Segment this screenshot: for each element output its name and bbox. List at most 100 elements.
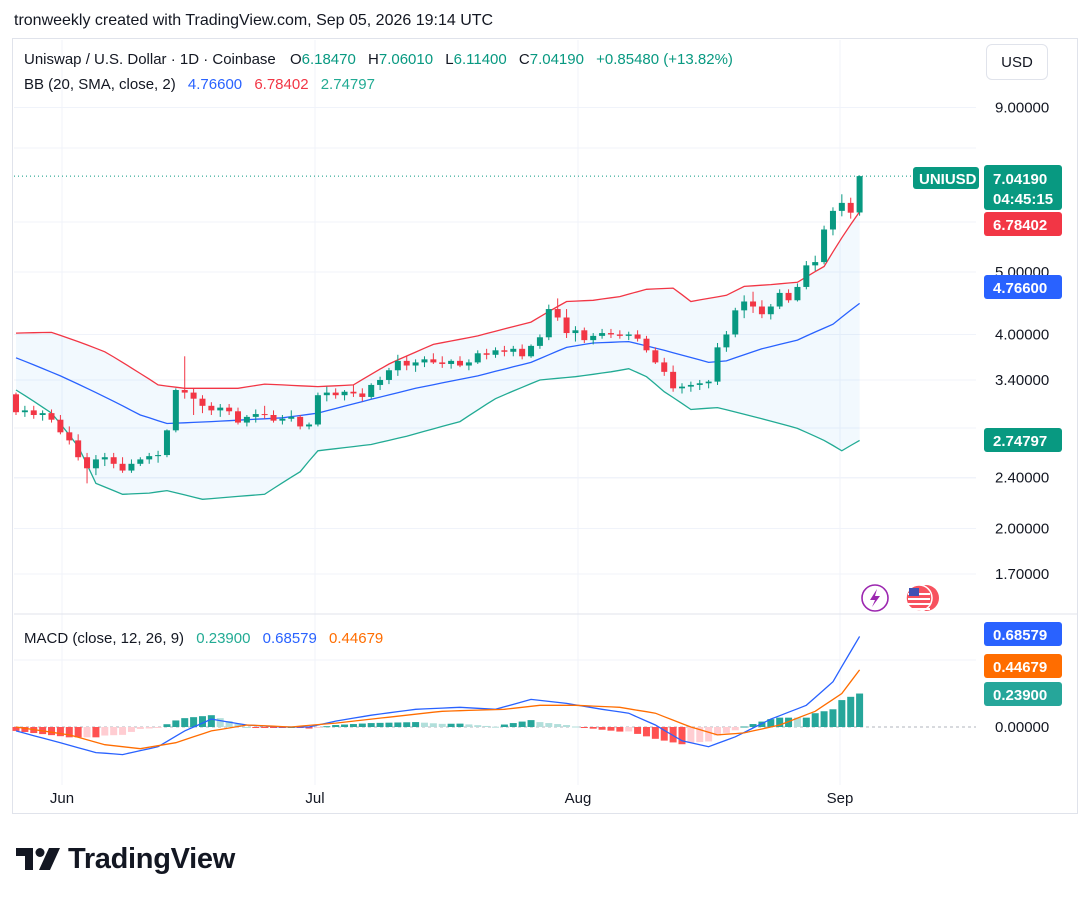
bb-legend: BB (20, SMA, close, 2) 4.76600 6.78402 2… — [24, 76, 375, 93]
candle-body — [394, 360, 401, 371]
tradingview-logo-icon — [16, 848, 60, 870]
candle-body — [323, 392, 330, 396]
candle-body — [652, 350, 659, 363]
flag-stripe — [908, 608, 930, 610]
flag-canton — [909, 588, 919, 596]
macd-hist-bar — [252, 727, 260, 728]
candle-body — [252, 414, 259, 417]
macd-hist-bar — [536, 722, 544, 727]
close-value: 7.04190 — [529, 51, 584, 68]
macd-hist-bar — [332, 725, 340, 727]
candle-body — [412, 362, 419, 366]
candle-body — [483, 353, 490, 355]
countdown-text: 04:45:15 — [993, 191, 1053, 208]
candle-body — [794, 286, 801, 301]
macd-hist-bar — [616, 727, 624, 732]
macd-hist-bar — [438, 723, 446, 727]
macd-hist-bar — [563, 725, 571, 727]
high-label: H — [368, 51, 379, 68]
macd-signal-value: 0.44679 — [329, 630, 384, 647]
candle-body — [581, 330, 588, 341]
macd-hist-bar — [829, 709, 837, 727]
macd-hist-bar — [216, 718, 224, 727]
candle-body — [829, 210, 836, 230]
time-tick-label: Aug — [565, 790, 592, 807]
macd-hist-bar — [367, 723, 375, 727]
macd-hist-bar — [500, 724, 508, 727]
candle-body — [776, 292, 783, 307]
candle-body — [377, 379, 384, 385]
price-tick-label: 2.00000 — [995, 521, 1049, 538]
macd-hist-bar — [447, 723, 455, 727]
macd-hist-bar — [811, 713, 819, 727]
candle-body — [190, 392, 197, 399]
candle-body — [350, 391, 357, 394]
us-flag-icon[interactable] — [905, 584, 939, 612]
last-price-text: 7.04190 — [993, 171, 1047, 188]
candle-body — [643, 338, 650, 351]
macd-hist-bar — [696, 727, 704, 743]
candle-body — [128, 463, 135, 471]
macd-hist-bar — [145, 727, 153, 729]
candle-body — [519, 348, 526, 357]
macd-hist-bar — [580, 727, 588, 728]
candle-body — [243, 416, 250, 423]
price-tick-label: 1.70000 — [995, 566, 1049, 583]
macd-hist-bar — [270, 727, 278, 728]
tradingview-logo[interactable]: TradingView — [16, 842, 235, 876]
time-tick-label: Sep — [827, 790, 854, 807]
last-price-tag-bg — [984, 165, 1062, 210]
candle-body — [625, 334, 632, 336]
candle-body — [758, 306, 765, 315]
bb-band-fill — [16, 211, 860, 500]
macd-hist-bar — [802, 717, 810, 727]
macd-hist-bar — [483, 725, 491, 727]
macd-hist-bar — [92, 727, 100, 738]
candle-body — [119, 463, 126, 471]
macd-hist-bar — [207, 715, 215, 727]
macd-hist-bar — [385, 722, 393, 727]
candle-body — [696, 383, 703, 385]
candle-body — [838, 202, 845, 211]
lightning-icon-bolt — [870, 589, 880, 607]
candle-body — [847, 202, 854, 213]
time-tick-label: Jun — [50, 790, 74, 807]
candle-body — [270, 414, 277, 421]
macd-hist-bar — [634, 727, 642, 734]
candle-body — [137, 459, 144, 464]
macd-hist-bar — [456, 723, 464, 727]
price-tick-label: 9.00000 — [995, 99, 1049, 116]
macd-hist-bar — [714, 727, 722, 736]
main-legend: Uniswap / U.S. Dollar · 1D · Coinbase O6… — [24, 51, 733, 68]
price-tick-label: 2.40000 — [995, 469, 1049, 486]
macd-hist-bar — [314, 727, 322, 728]
macd-hist-bar — [545, 723, 553, 727]
lightning-icon[interactable] — [861, 584, 889, 612]
bb-lower-value: 2.74797 — [320, 76, 375, 93]
macd-hist-bar — [820, 711, 828, 727]
macd-hist-tag-text: 0.23900 — [993, 687, 1047, 704]
candle-body — [474, 353, 481, 363]
price-tick-label: 4.00000 — [995, 326, 1049, 343]
macd-hist-bar — [625, 727, 633, 732]
macd-hist-bar — [474, 725, 482, 727]
candle-body — [368, 384, 375, 397]
open-label: O — [289, 51, 302, 68]
bb-upper-tag: 6.78402 — [984, 212, 1062, 236]
candle-body — [732, 310, 739, 335]
candle-body — [66, 432, 73, 441]
candle-body — [510, 348, 517, 352]
macd-hist-bar — [119, 727, 127, 735]
macd-line-tag: 0.68579 — [984, 622, 1062, 646]
bb-lower-tag: 2.74797 — [984, 428, 1062, 452]
flag-stripe — [908, 603, 930, 605]
bb-lower-tag-bg — [984, 428, 1062, 452]
candle-body — [501, 350, 508, 352]
currency-button[interactable]: USD — [986, 44, 1048, 80]
candle-body — [590, 335, 597, 341]
macd-hist-bar — [731, 727, 739, 731]
candle-body — [235, 411, 241, 423]
last-price-tag: 7.04190 04:45:15 — [984, 165, 1062, 210]
candle-body — [812, 262, 819, 266]
